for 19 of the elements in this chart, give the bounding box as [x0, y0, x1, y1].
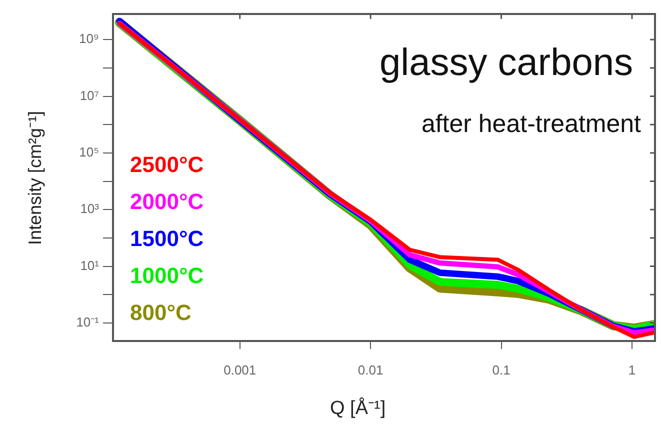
- y-tick-label: 10³: [80, 201, 100, 216]
- text: 2000°C: [130, 188, 204, 216]
- y-tick-label: 10⁵: [79, 144, 99, 160]
- x-tick-label: 0.1: [492, 362, 510, 378]
- x-axis-title: Q [Å⁻¹]: [330, 396, 386, 420]
- text: 800°C: [130, 299, 192, 327]
- text: after heat-treatment: [421, 110, 641, 139]
- y-tick-label: 10⁻¹: [76, 314, 100, 330]
- x-tick-label: 0.001: [224, 362, 256, 378]
- x-tick-label: 0.01: [358, 362, 384, 378]
- text: 1000°C: [130, 262, 204, 290]
- y-tick-label: 10⁹: [78, 31, 99, 46]
- text: 2500°C: [130, 151, 204, 179]
- y-axis-title: Intensity [cm²g⁻¹]: [24, 110, 46, 246]
- text: 1500°C: [130, 225, 204, 253]
- text: glassy carbons: [380, 42, 633, 85]
- x-tick-label: 1: [628, 362, 636, 378]
- y-tick-label: 10¹: [80, 258, 100, 273]
- y-tick-label: 10⁷: [80, 88, 100, 103]
